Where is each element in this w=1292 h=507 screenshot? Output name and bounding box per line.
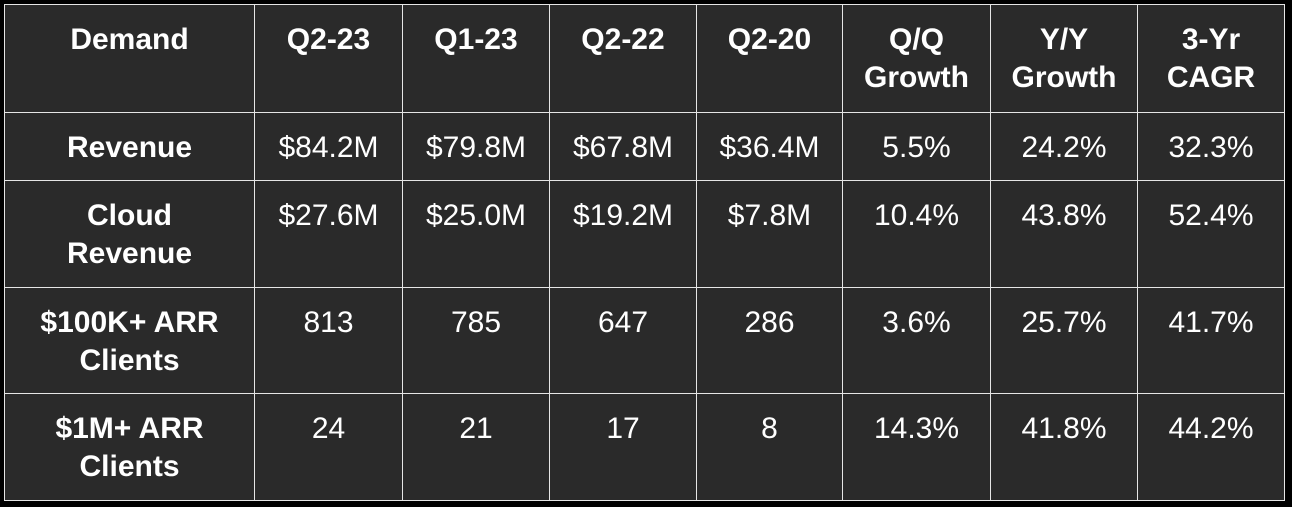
data-cell: $36.4M: [696, 112, 843, 181]
row-label: Revenue: [4, 112, 255, 181]
data-cell: 647: [549, 287, 697, 394]
table-row: Cloud Revenue $27.6M $25.0M $19.2M $7.8M 10.4…: [4, 180, 1285, 288]
data-cell: 25.7%: [990, 287, 1138, 394]
data-cell: $27.6M: [254, 180, 403, 288]
data-cell: 43.8%: [990, 180, 1138, 288]
data-cell: 24.2%: [990, 112, 1138, 181]
header-cell: Demand: [4, 4, 255, 113]
data-cell: 17: [549, 393, 697, 501]
data-cell: 44.2%: [1137, 393, 1285, 501]
data-cell: 785: [402, 287, 550, 394]
data-cell: 52.4%: [1137, 180, 1285, 288]
data-cell: 8: [696, 393, 843, 501]
table-row: $1M+ ARR Clients 24 21 17 8 14.3% 41.8% 44.2%: [4, 393, 1285, 501]
data-cell: $7.8M: [696, 180, 843, 288]
data-cell: $67.8M: [549, 112, 697, 181]
row-label: Cloud Revenue: [4, 180, 255, 288]
header-cell: Q2-23: [254, 4, 403, 113]
data-cell: $19.2M: [549, 180, 697, 288]
data-cell: 24: [254, 393, 403, 501]
header-cell: Q1-23: [402, 4, 550, 113]
header-cell: Y/Y Growth: [990, 4, 1138, 113]
data-cell: 32.3%: [1137, 112, 1285, 181]
data-cell: 14.3%: [842, 393, 991, 501]
header-cell: Q2-20: [696, 4, 843, 113]
data-cell: 41.8%: [990, 393, 1138, 501]
data-cell: 286: [696, 287, 843, 394]
data-cell: 21: [402, 393, 550, 501]
data-cell: $25.0M: [402, 180, 550, 288]
header-row: Demand Q2-23 Q1-23 Q2-22 Q2-20 Q/Q Growth Y/Y …: [4, 4, 1285, 113]
data-cell: 3.6%: [842, 287, 991, 394]
data-cell: 813: [254, 287, 403, 394]
data-cell: 10.4%: [842, 180, 991, 288]
demand-table: Demand Q2-23 Q1-23 Q2-22 Q2-20 Q/Q Growth Y/Y …: [4, 4, 1285, 501]
table-row: $100K+ ARR Clients 813 785 647 286 3.6% 25.7% 4…: [4, 287, 1285, 394]
data-cell: 5.5%: [842, 112, 991, 181]
data-cell: 41.7%: [1137, 287, 1285, 394]
data-cell: $79.8M: [402, 112, 550, 181]
table-row: Revenue $84.2M $79.8M $67.8M $36.4M 5.5% 24.2%…: [4, 112, 1285, 181]
header-cell: Q/Q Growth: [842, 4, 991, 113]
row-label: $1M+ ARR Clients: [4, 393, 255, 501]
row-label: $100K+ ARR Clients: [4, 287, 255, 394]
header-cell: Q2-22: [549, 4, 697, 113]
data-cell: $84.2M: [254, 112, 403, 181]
header-cell: 3-Yr CAGR: [1137, 4, 1285, 113]
